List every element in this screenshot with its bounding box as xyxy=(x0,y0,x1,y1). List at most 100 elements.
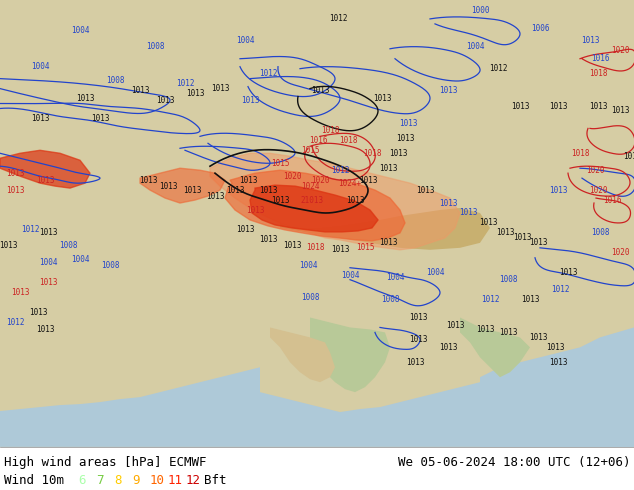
Text: 1013: 1013 xyxy=(283,242,301,250)
Polygon shape xyxy=(0,0,634,447)
Text: 1012: 1012 xyxy=(176,79,194,88)
Text: 1013: 1013 xyxy=(6,186,24,195)
Text: 1013: 1013 xyxy=(623,152,634,161)
Text: 1013: 1013 xyxy=(91,114,109,123)
Text: 1013: 1013 xyxy=(239,175,257,185)
Text: 1013: 1013 xyxy=(439,343,457,352)
Text: 1013: 1013 xyxy=(36,325,55,334)
Text: 1013: 1013 xyxy=(546,343,564,352)
Text: 1000: 1000 xyxy=(471,6,489,16)
Text: Wind 10m: Wind 10m xyxy=(4,474,64,487)
Text: 1015: 1015 xyxy=(356,244,374,252)
Text: 1004: 1004 xyxy=(466,42,484,51)
Text: 1004: 1004 xyxy=(426,268,444,277)
Text: Bft: Bft xyxy=(204,474,226,487)
Text: 1013: 1013 xyxy=(399,119,417,128)
Polygon shape xyxy=(0,0,634,128)
Text: 1013: 1013 xyxy=(246,205,264,215)
Text: 1013: 1013 xyxy=(259,235,277,245)
Text: 1013: 1013 xyxy=(359,175,377,185)
Polygon shape xyxy=(140,168,225,203)
Text: 1013: 1013 xyxy=(549,186,567,195)
Text: 1015: 1015 xyxy=(271,159,289,168)
Text: 1013: 1013 xyxy=(139,175,157,185)
Text: 10: 10 xyxy=(150,474,165,487)
Text: 1018: 1018 xyxy=(339,136,357,145)
Text: 1013: 1013 xyxy=(210,84,230,93)
Text: 1013: 1013 xyxy=(396,134,414,143)
Text: 1008: 1008 xyxy=(106,76,124,85)
Text: 1013: 1013 xyxy=(559,268,577,277)
Polygon shape xyxy=(210,153,460,250)
Text: 1004: 1004 xyxy=(340,271,359,280)
Text: 1012: 1012 xyxy=(331,166,349,175)
Text: 8: 8 xyxy=(114,474,122,487)
Text: 1013: 1013 xyxy=(259,186,277,195)
Text: 1013: 1013 xyxy=(271,196,289,204)
Text: 1013: 1013 xyxy=(589,102,607,111)
Polygon shape xyxy=(280,208,490,250)
Text: 1013: 1013 xyxy=(39,278,57,287)
Text: High wind areas [hPa] ECMWF: High wind areas [hPa] ECMWF xyxy=(4,456,207,469)
Text: 1013: 1013 xyxy=(476,325,495,334)
Text: 1013: 1013 xyxy=(156,96,174,105)
Text: 1013: 1013 xyxy=(511,102,529,111)
Text: 1012: 1012 xyxy=(259,69,277,78)
Text: 1013: 1013 xyxy=(29,308,48,317)
Text: 1013: 1013 xyxy=(439,198,457,208)
Text: 1012: 1012 xyxy=(329,14,347,24)
Text: 1013: 1013 xyxy=(529,238,547,247)
Text: 1013: 1013 xyxy=(6,169,24,178)
Polygon shape xyxy=(270,327,335,382)
Text: 1016: 1016 xyxy=(309,136,327,145)
Text: 1004: 1004 xyxy=(31,62,49,71)
Text: 1013: 1013 xyxy=(39,228,57,237)
Text: 1015: 1015 xyxy=(301,146,320,155)
Text: 1013: 1013 xyxy=(158,182,178,191)
Polygon shape xyxy=(0,368,260,447)
Text: 1020: 1020 xyxy=(311,175,329,185)
Text: 1013: 1013 xyxy=(499,328,517,337)
Text: 1013: 1013 xyxy=(75,94,94,103)
Text: 1013: 1013 xyxy=(346,196,365,204)
Text: 12: 12 xyxy=(186,474,201,487)
Text: 1018: 1018 xyxy=(571,149,589,158)
Text: 1008: 1008 xyxy=(301,293,320,302)
Text: 1016: 1016 xyxy=(603,196,621,204)
Text: 1018: 1018 xyxy=(321,126,339,135)
Text: 1020: 1020 xyxy=(611,248,630,257)
Polygon shape xyxy=(480,327,634,447)
Text: 1013: 1013 xyxy=(0,242,17,250)
Text: 1016: 1016 xyxy=(591,54,609,63)
Text: 1012: 1012 xyxy=(481,295,499,304)
Text: 1013: 1013 xyxy=(186,89,204,98)
Text: 1013: 1013 xyxy=(226,186,244,195)
Text: 9: 9 xyxy=(132,474,139,487)
Text: 1013: 1013 xyxy=(241,96,259,105)
Text: 1013: 1013 xyxy=(389,149,407,158)
Polygon shape xyxy=(460,318,530,377)
Text: 11: 11 xyxy=(168,474,183,487)
Text: 1013: 1013 xyxy=(446,321,464,330)
Text: 1013: 1013 xyxy=(311,86,329,95)
Text: 1012: 1012 xyxy=(6,318,24,327)
Text: 1020: 1020 xyxy=(589,186,607,195)
Text: 1013: 1013 xyxy=(331,245,349,254)
Text: 1013: 1013 xyxy=(549,102,567,111)
Text: 1013: 1013 xyxy=(409,335,427,344)
Text: 1013: 1013 xyxy=(479,219,497,227)
Polygon shape xyxy=(250,185,378,232)
Polygon shape xyxy=(260,347,634,447)
Text: We 05-06-2024 18:00 UTC (12+06): We 05-06-2024 18:00 UTC (12+06) xyxy=(398,456,630,469)
Text: 1008: 1008 xyxy=(146,42,164,51)
Polygon shape xyxy=(310,318,390,392)
Text: 1006: 1006 xyxy=(531,24,549,33)
Text: 1008: 1008 xyxy=(499,275,517,284)
Text: 1013: 1013 xyxy=(459,208,477,218)
Polygon shape xyxy=(0,150,90,188)
Text: 1020: 1020 xyxy=(611,46,630,55)
Text: 1012: 1012 xyxy=(21,225,39,234)
Text: 1013: 1013 xyxy=(236,225,254,234)
Text: 1013: 1013 xyxy=(549,358,567,367)
Text: 1012: 1012 xyxy=(489,64,507,73)
